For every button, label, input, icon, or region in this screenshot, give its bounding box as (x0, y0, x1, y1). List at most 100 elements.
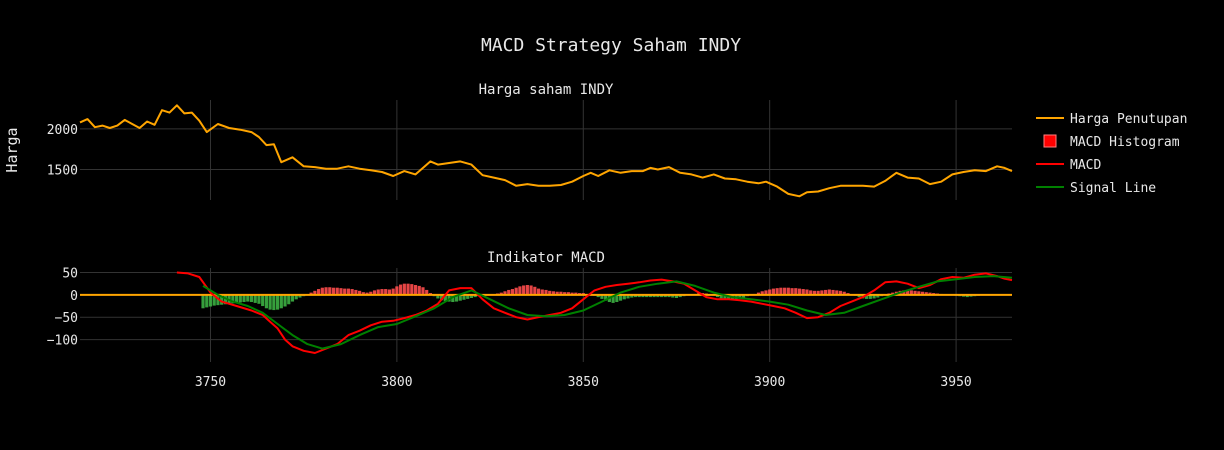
histogram-bar[interactable] (656, 294, 660, 298)
histogram-bar[interactable] (872, 294, 876, 299)
histogram-bar[interactable] (775, 288, 779, 295)
histogram-bar[interactable] (522, 285, 526, 295)
legend-item[interactable]: Harga Penutupan (1036, 112, 1187, 127)
histogram-bar[interactable] (917, 291, 921, 295)
histogram-bar[interactable] (510, 289, 515, 295)
histogram-bar[interactable] (425, 289, 429, 295)
histogram-bar[interactable] (633, 294, 638, 298)
histogram-bar[interactable] (551, 291, 556, 295)
histogram-bar[interactable] (440, 294, 444, 301)
histogram-bar[interactable] (771, 288, 775, 295)
histogram-bar[interactable] (339, 288, 343, 295)
histogram-bar[interactable] (514, 287, 518, 295)
histogram-bar[interactable] (335, 287, 339, 295)
histogram-bar[interactable] (458, 294, 462, 301)
histogram-bar[interactable] (443, 294, 447, 302)
histogram-bar[interactable] (570, 292, 574, 295)
histogram-bar[interactable] (238, 294, 242, 303)
histogram-bar[interactable] (667, 294, 671, 298)
histogram-bar[interactable] (559, 291, 563, 295)
histogram-bar[interactable] (742, 294, 746, 298)
macd-subplot[interactable]: Indikator MACD 50 0 −50 −100 3750 3800 3850 39… (47, 250, 1013, 390)
histogram-bar[interactable] (812, 290, 816, 295)
price-line[interactable] (79, 104, 1013, 198)
histogram-bar[interactable] (231, 294, 235, 304)
histogram-bar[interactable] (671, 294, 675, 298)
histogram-bar[interactable] (965, 294, 969, 298)
histogram-bar[interactable] (499, 292, 503, 295)
histogram-bar[interactable] (611, 294, 615, 303)
histogram-bar[interactable] (328, 287, 332, 295)
histogram-bar[interactable] (331, 287, 336, 295)
histogram-bar[interactable] (637, 294, 641, 298)
histogram-bar[interactable] (756, 292, 761, 295)
histogram-bar[interactable] (208, 294, 213, 307)
histogram-bar[interactable] (723, 294, 727, 300)
histogram-bar[interactable] (674, 294, 679, 298)
histogram-bar[interactable] (462, 294, 466, 300)
histogram-bar[interactable] (346, 288, 350, 295)
histogram-bar[interactable] (354, 289, 358, 295)
histogram-bar[interactable] (287, 294, 291, 305)
histogram-bar[interactable] (928, 292, 932, 295)
histogram-bar[interactable] (473, 294, 477, 298)
histogram-bar[interactable] (768, 289, 772, 295)
histogram-bar[interactable] (913, 290, 917, 295)
histogram-bar[interactable] (835, 290, 839, 295)
histogram-bar[interactable] (909, 290, 913, 295)
histogram-bar[interactable] (544, 289, 548, 295)
histogram-bar[interactable] (779, 287, 783, 295)
histogram-bar[interactable] (399, 284, 403, 295)
histogram-bar[interactable] (365, 292, 369, 295)
histogram-bar[interactable] (924, 292, 928, 295)
histogram-bar[interactable] (645, 294, 649, 298)
histogram-bar[interactable] (626, 294, 630, 299)
histogram-bar[interactable] (507, 289, 511, 295)
histogram-bar[interactable] (659, 294, 664, 298)
histogram-bar[interactable] (563, 292, 567, 295)
histogram-bar[interactable] (372, 290, 377, 295)
histogram-bar[interactable] (261, 294, 265, 307)
histogram-bar[interactable] (760, 291, 764, 295)
histogram-bar[interactable] (518, 286, 522, 295)
histogram-bar[interactable] (566, 292, 570, 295)
histogram-bar[interactable] (831, 289, 835, 295)
histogram-bar[interactable] (350, 289, 354, 295)
histogram-bar[interactable] (891, 292, 895, 295)
histogram-bar[interactable] (313, 290, 317, 295)
histogram-bar[interactable] (824, 289, 828, 295)
histogram-bar[interactable] (857, 294, 861, 298)
histogram-bar[interactable] (838, 290, 843, 295)
histogram-bar[interactable] (641, 294, 645, 298)
histogram-bar[interactable] (234, 294, 239, 303)
histogram-bar[interactable] (376, 289, 380, 295)
histogram-bar[interactable] (384, 289, 388, 295)
histogram-bar[interactable] (406, 283, 410, 295)
histogram-bar[interactable] (529, 285, 533, 295)
histogram-bar[interactable] (652, 294, 656, 298)
histogram-bar[interactable] (842, 291, 846, 295)
histogram-bar[interactable] (805, 289, 809, 295)
histogram-bar[interactable] (630, 294, 634, 298)
histogram-bar[interactable] (902, 290, 906, 295)
histogram-bar[interactable] (272, 294, 276, 311)
histogram-bar[interactable] (868, 294, 872, 299)
histogram-bar[interactable] (361, 292, 365, 295)
histogram-bar[interactable] (249, 294, 254, 303)
histogram-bar[interactable] (715, 294, 720, 298)
histogram-bar[interactable] (283, 294, 287, 307)
histogram-bar[interactable] (801, 289, 805, 295)
histogram-bar[interactable] (421, 287, 425, 295)
histogram-bar[interactable] (648, 294, 652, 298)
histogram-bar[interactable] (201, 294, 205, 309)
histogram-bar[interactable] (358, 290, 362, 295)
histogram-bar[interactable] (738, 294, 742, 299)
histogram-bar[interactable] (264, 294, 268, 309)
histogram-bar[interactable] (413, 285, 418, 295)
histogram-bar[interactable] (279, 294, 283, 309)
histogram-bar[interactable] (391, 288, 395, 295)
histogram-bar[interactable] (268, 294, 272, 310)
histogram-bar[interactable] (294, 294, 298, 300)
histogram-bar[interactable] (663, 294, 667, 298)
histogram-bar[interactable] (719, 294, 723, 299)
